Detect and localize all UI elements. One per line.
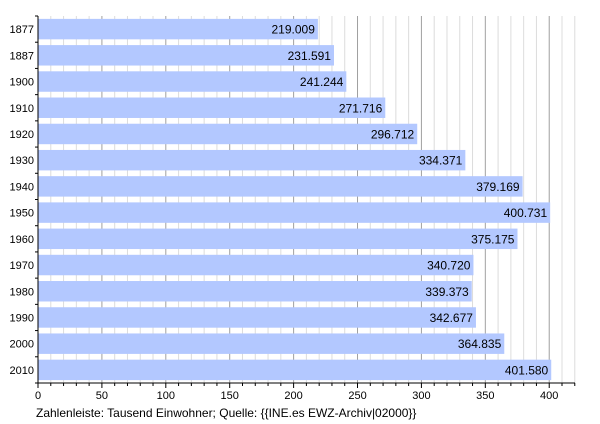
value-label: 364.835 [458, 337, 502, 351]
category-label: 1950 [10, 208, 34, 220]
x-tick-label: 400 [540, 390, 558, 402]
value-label: 231.591 [288, 49, 332, 63]
value-label: 400.731 [504, 206, 548, 220]
bar [38, 176, 523, 197]
category-label: 1900 [10, 77, 34, 89]
bar [38, 71, 347, 92]
chart-caption: Zahlenleiste: Tausend Einwohner; Quelle:… [36, 406, 417, 420]
bars: 219.009 231.591 241.244 271.716 296.712 334.3… [38, 18, 552, 381]
x-tick-label: 100 [157, 390, 175, 402]
x-tick-label: 0 [35, 390, 41, 402]
x-tick-label: 50 [96, 390, 108, 402]
x-tick-label: 350 [476, 390, 494, 402]
bar [38, 254, 474, 276]
value-label: 375.175 [471, 232, 515, 246]
bar [38, 359, 552, 381]
x-tick-label: 150 [221, 390, 239, 402]
value-label: 219.009 [272, 23, 316, 37]
category-label: 2010 [10, 365, 34, 377]
category-label: 1960 [10, 234, 34, 246]
value-label: 296.712 [371, 127, 415, 141]
bar [38, 97, 386, 118]
bar [38, 45, 334, 66]
value-label: 401.580 [505, 363, 549, 377]
category-label: 1970 [10, 260, 34, 272]
bar [38, 281, 472, 302]
x-tick-label: 200 [284, 390, 302, 402]
bar [38, 202, 551, 223]
axes: 1877 1887 1900 1910 1920 1930 1940 1950 1960 1970… [10, 15, 576, 402]
category-label: 1920 [10, 129, 34, 141]
value-label: 342.677 [430, 311, 474, 325]
category-label: 2000 [10, 339, 34, 351]
bar [38, 149, 466, 171]
bar [38, 333, 505, 354]
category-label: 1887 [10, 50, 34, 62]
bar [38, 18, 318, 40]
grid-lines [50, 16, 576, 383]
value-label: 271.716 [339, 101, 383, 115]
category-label: 1930 [10, 155, 34, 167]
value-label: 334.371 [419, 154, 463, 168]
bar [38, 123, 418, 145]
value-label: 241.244 [300, 75, 344, 89]
value-label: 340.720 [427, 259, 471, 273]
category-label: 1990 [10, 312, 34, 324]
bar [38, 228, 518, 250]
category-label: 1910 [10, 103, 34, 115]
x-tick-label: 300 [412, 390, 430, 402]
category-label: 1877 [10, 24, 34, 36]
value-label: 379.169 [476, 180, 520, 194]
value-label: 339.373 [425, 285, 469, 299]
category-label: 1980 [10, 286, 34, 298]
bar [38, 307, 476, 328]
category-label: 1940 [10, 181, 34, 193]
x-tick-label: 250 [348, 390, 366, 402]
